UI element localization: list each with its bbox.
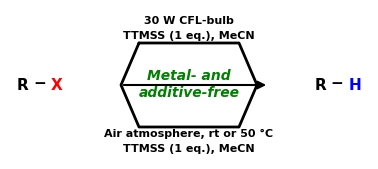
Text: R: R: [314, 78, 326, 92]
Text: H: H: [349, 78, 361, 92]
Text: additive-free: additive-free: [138, 86, 240, 100]
Text: TTMSS (1 eq.), MeCN: TTMSS (1 eq.), MeCN: [123, 144, 255, 154]
Text: Metal- and: Metal- and: [147, 69, 231, 83]
Text: −: −: [331, 77, 343, 91]
Text: −: −: [34, 77, 46, 91]
Text: X: X: [51, 78, 63, 92]
Text: R: R: [16, 78, 28, 92]
Text: Air atmosphere, rt or 50 °C: Air atmosphere, rt or 50 °C: [104, 129, 274, 139]
Text: TTMSS (1 eq.), MeCN: TTMSS (1 eq.), MeCN: [123, 31, 255, 41]
Text: 30 W CFL-bulb: 30 W CFL-bulb: [144, 16, 234, 26]
